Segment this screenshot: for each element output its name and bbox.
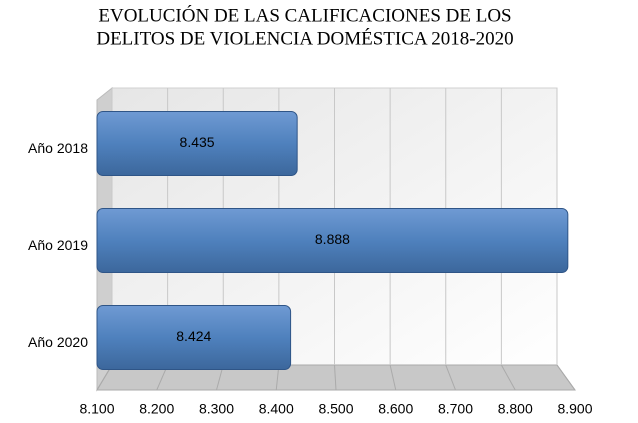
bar bbox=[96, 111, 298, 176]
x-tick-label: 8.500 bbox=[318, 401, 353, 417]
chart-title: DELITOS DE VIOLENCIA DOMÉSTICA 2018-2020 bbox=[96, 27, 513, 49]
grid-line bbox=[389, 364, 397, 391]
x-tick-label: 8.900 bbox=[557, 401, 592, 417]
y-tick-label: Año 2019 bbox=[28, 237, 88, 253]
data-label: 8.435 bbox=[180, 134, 215, 150]
x-tick-label: 8.600 bbox=[378, 401, 413, 417]
chart-title: EVOLUCIÓN DE LAS CALIFICACIONES DE LOS bbox=[98, 4, 511, 26]
x-tick-label: 8.300 bbox=[199, 401, 234, 417]
bar bbox=[96, 305, 292, 370]
y-tick-label: Año 2018 bbox=[28, 140, 88, 156]
grid-line bbox=[334, 364, 337, 391]
data-label: 8.888 bbox=[315, 231, 350, 247]
x-tick-label: 8.200 bbox=[139, 401, 174, 417]
grid-line bbox=[445, 364, 456, 391]
x-tick-label: 8.800 bbox=[498, 401, 533, 417]
bar bbox=[96, 208, 569, 273]
x-tick-label: 8.400 bbox=[259, 401, 294, 417]
data-label: 8.424 bbox=[176, 328, 211, 344]
grid-line bbox=[556, 364, 576, 391]
x-tick-label: 8.700 bbox=[438, 401, 473, 417]
x-tick-label: 8.100 bbox=[79, 401, 114, 417]
y-tick-label: Año 2020 bbox=[28, 334, 88, 350]
grid-line bbox=[500, 364, 516, 391]
